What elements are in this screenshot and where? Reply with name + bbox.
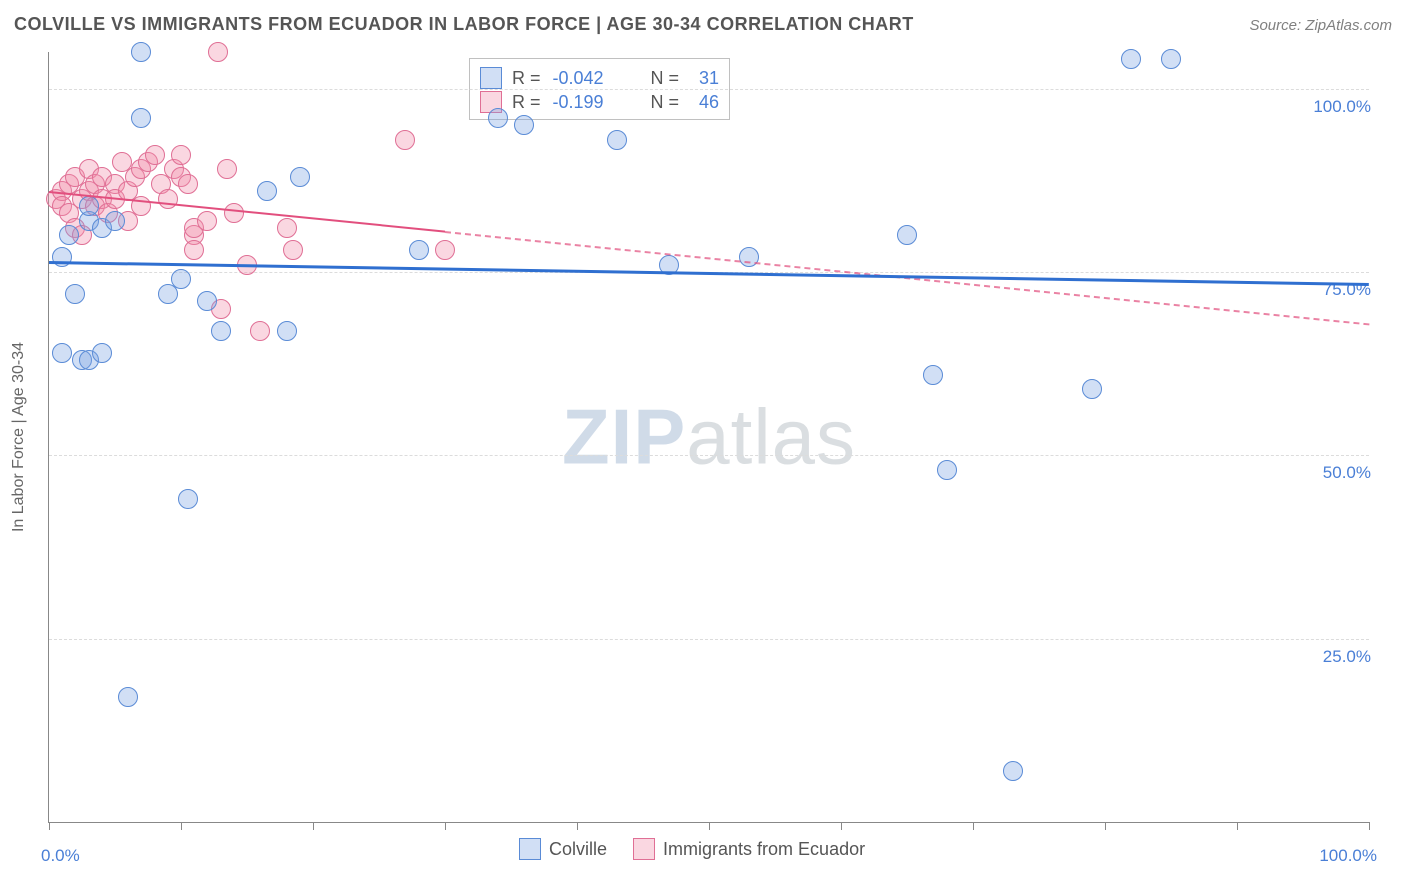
r-value-ecuador: -0.199 (553, 92, 623, 113)
x-tick (1237, 822, 1238, 830)
x-tick (181, 822, 182, 830)
n-label: N = (651, 68, 680, 89)
colville-point (923, 365, 943, 385)
ecuador-point (184, 240, 204, 260)
x-tick (1369, 822, 1370, 830)
x-tick (1105, 822, 1106, 830)
colville-point (290, 167, 310, 187)
swatch-colville (519, 838, 541, 860)
colville-point (211, 321, 231, 341)
ecuador-point (208, 42, 228, 62)
ecuador-point (283, 240, 303, 260)
colville-point (257, 181, 277, 201)
x-axis-min-label: 0.0% (41, 846, 80, 866)
y-axis-title: In Labor Force | Age 30-34 (10, 342, 28, 532)
colville-point (897, 225, 917, 245)
legend-item-colville: Colville (519, 838, 607, 860)
x-tick (313, 822, 314, 830)
ecuador-point (224, 203, 244, 223)
colville-point (1121, 49, 1141, 69)
colville-point (131, 42, 151, 62)
source-label: Source: ZipAtlas.com (1249, 17, 1392, 34)
gridline (49, 89, 1369, 90)
y-tick-label: 100.0% (1313, 97, 1371, 117)
ecuador-point (178, 174, 198, 194)
colville-point (514, 115, 534, 135)
legend-label-colville: Colville (549, 839, 607, 860)
colville-point (65, 284, 85, 304)
ecuador-point (395, 130, 415, 150)
colville-point (171, 269, 191, 289)
colville-point (488, 108, 508, 128)
colville-point (59, 225, 79, 245)
n-label: N = (651, 92, 680, 113)
gridline (49, 455, 1369, 456)
r-label: R = (512, 92, 541, 113)
ecuador-point (435, 240, 455, 260)
colville-point (937, 460, 957, 480)
y-tick-label: 25.0% (1323, 647, 1371, 667)
ecuador-point (250, 321, 270, 341)
colville-point (178, 489, 198, 509)
colville-point (1082, 379, 1102, 399)
chart-title: COLVILLE VS IMMIGRANTS FROM ECUADOR IN L… (14, 14, 914, 34)
colville-point (197, 291, 217, 311)
legend-item-ecuador: Immigrants from Ecuador (633, 838, 865, 860)
ecuador-point (277, 218, 297, 238)
n-value-colville: 31 (691, 68, 719, 89)
colville-point (131, 108, 151, 128)
ecuador-point (145, 145, 165, 165)
colville-point (739, 247, 759, 267)
gridline (49, 639, 1369, 640)
colville-point (607, 130, 627, 150)
x-tick (445, 822, 446, 830)
swatch-ecuador (633, 838, 655, 860)
x-tick (841, 822, 842, 830)
colville-point (79, 196, 99, 216)
legend-label-ecuador: Immigrants from Ecuador (663, 839, 865, 860)
colville-point (1161, 49, 1181, 69)
colville-point (1003, 761, 1023, 781)
colville-point (409, 240, 429, 260)
legend-row-ecuador: R = -0.199 N = 46 (480, 91, 719, 113)
r-label: R = (512, 68, 541, 89)
colville-point (105, 211, 125, 231)
watermark: ZIPatlas (562, 392, 856, 483)
ecuador-point (217, 159, 237, 179)
swatch-colville (480, 67, 502, 89)
r-value-colville: -0.042 (553, 68, 623, 89)
n-value-ecuador: 46 (691, 92, 719, 113)
x-tick (49, 822, 50, 830)
plot-area: ZIPatlas In Labor Force | Age 30-34 R = … (48, 52, 1369, 823)
colville-point (52, 343, 72, 363)
series-legend: Colville Immigrants from Ecuador (519, 838, 865, 860)
y-tick-label: 50.0% (1323, 463, 1371, 483)
x-tick (577, 822, 578, 830)
colville-point (92, 343, 112, 363)
legend-row-colville: R = -0.042 N = 31 (480, 67, 719, 89)
ecuador-point (171, 145, 191, 165)
colville-point (277, 321, 297, 341)
ecuador-point (197, 211, 217, 231)
colville-point (118, 687, 138, 707)
x-tick (973, 822, 974, 830)
x-axis-max-label: 100.0% (1319, 846, 1377, 866)
x-tick (709, 822, 710, 830)
